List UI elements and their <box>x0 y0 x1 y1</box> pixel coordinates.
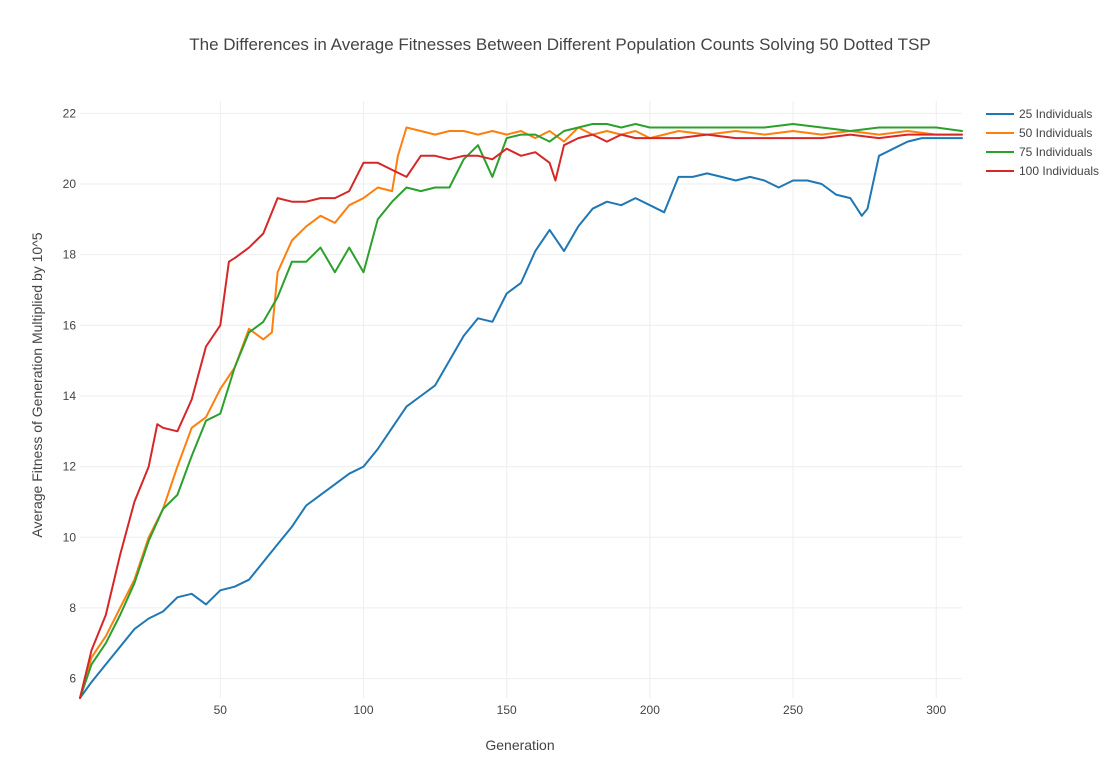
y-tick-label: 8 <box>69 601 76 615</box>
legend-label: 75 Individuals <box>1019 145 1092 159</box>
x-axis-title: Generation <box>485 737 554 753</box>
y-tick-label: 22 <box>63 106 77 120</box>
chart-title: The Differences in Average Fitnesses Bet… <box>189 35 931 54</box>
x-tick-label: 300 <box>926 703 946 717</box>
x-tick-label: 250 <box>783 703 803 717</box>
y-tick-label: 10 <box>63 530 77 544</box>
legend-label: 25 Individuals <box>1019 107 1092 121</box>
y-tick-label: 14 <box>63 389 77 403</box>
x-tick-label: 200 <box>640 703 660 717</box>
legend: 25 Individuals 50 Individuals 75 Individua… <box>986 107 1099 178</box>
y-tick-label: 18 <box>63 248 77 262</box>
y-axis-ticks: 6 8 10 12 14 16 18 20 22 <box>63 106 77 685</box>
series-line-2 <box>79 126 963 699</box>
series-line-3 <box>79 123 963 699</box>
x-tick-label: 150 <box>497 703 517 717</box>
series-lines <box>79 123 963 699</box>
y-tick-label: 16 <box>63 318 77 332</box>
legend-label: 100 Individuals <box>1019 164 1099 178</box>
y-tick-label: 20 <box>63 177 77 191</box>
y-axis-title: Average Fitness of Generation Multiplied… <box>29 232 45 537</box>
y-tick-label: 12 <box>63 460 77 474</box>
x-tick-label: 100 <box>353 703 373 717</box>
series-line-1 <box>79 137 963 699</box>
y-tick-label: 6 <box>69 672 76 686</box>
x-tick-label: 50 <box>214 703 228 717</box>
legend-label: 50 Individuals <box>1019 126 1092 140</box>
x-axis-ticks: 50 100 150 200 250 300 <box>214 703 947 717</box>
series-line-4 <box>79 133 963 699</box>
grid <box>80 101 962 698</box>
